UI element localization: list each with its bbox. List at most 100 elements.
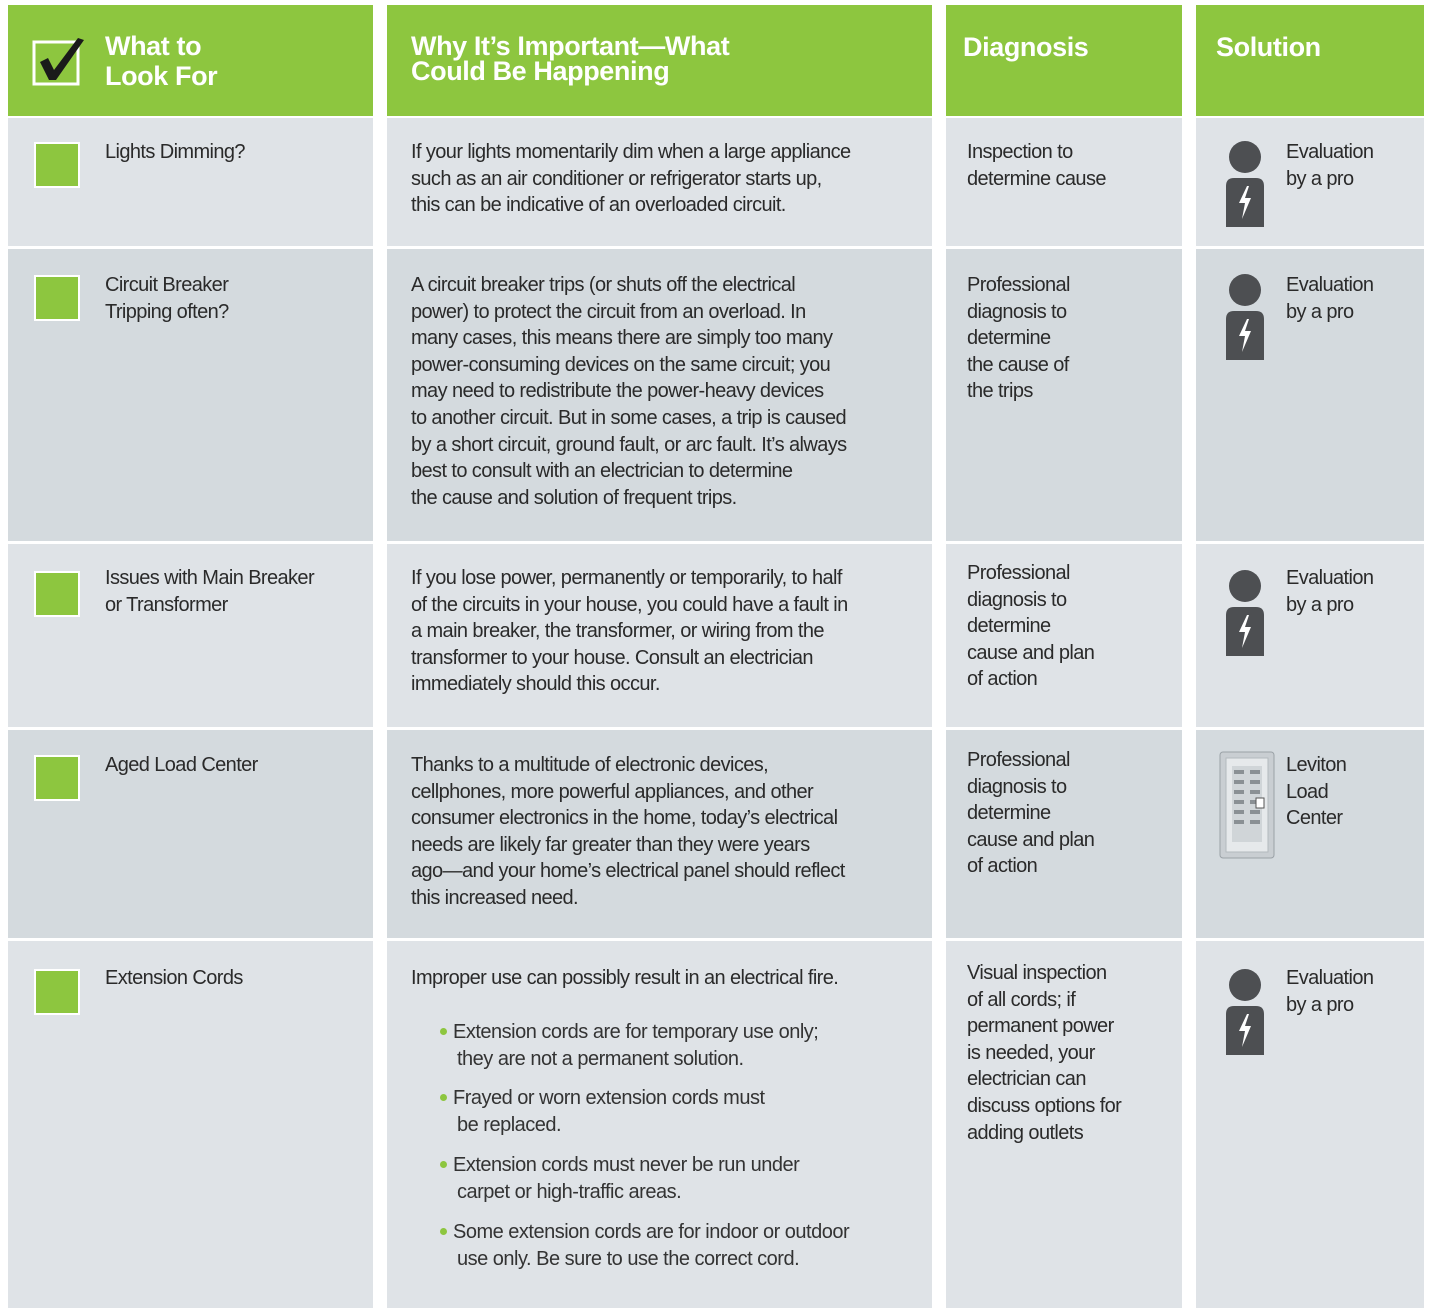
text-line: cause and plan (967, 641, 1095, 664)
text-line: Center (1286, 807, 1343, 830)
text-line: Extension cords must never be run under (440, 1152, 800, 1179)
text-line: a main breaker, the transformer, or wiri… (411, 620, 825, 643)
text-line: Professional (967, 274, 1070, 296)
text-line: electrician can (967, 1068, 1086, 1091)
table-cell (387, 118, 932, 246)
header-text: Diagnosis (963, 32, 1089, 62)
text-line: needs are likely far greater than they w… (411, 833, 810, 856)
text-line: by a pro (1286, 167, 1354, 190)
text-line: of action (967, 855, 1038, 878)
text-line: consumer electronics in the home, today’… (411, 807, 838, 830)
text-line: may need to redistribute the power-heavy… (411, 380, 824, 403)
text-line: be replaced. (457, 1113, 562, 1136)
text-line: Load (1286, 780, 1329, 803)
text-line: or Transformer (105, 593, 228, 616)
look-for: Circuit Breaker Tripping often? (105, 272, 229, 325)
header-text: Solution (1216, 32, 1321, 62)
look-for: Aged Load Center (105, 752, 258, 779)
text-line: Aged Load Center (105, 754, 258, 776)
text-line: this increased need. (411, 886, 579, 909)
why-text: Improper use can possibly result in an e… (411, 965, 839, 992)
text-line: determine cause (967, 167, 1106, 190)
why-text: A circuit breaker trips (or shuts off th… (411, 272, 847, 511)
why-text: If your lights momentarily dim when a la… (411, 139, 851, 219)
text-line: of all cords; if (967, 988, 1076, 1011)
text-line: Why It’s Important—What (411, 31, 730, 61)
look-for: Lights Dimming? (105, 139, 246, 166)
table-cell (387, 249, 932, 541)
table-cell (946, 730, 1182, 938)
text-line: Evaluation (1286, 567, 1374, 589)
text-line: diagnosis to (967, 588, 1067, 611)
text-line: of the circuits in your house, you could… (411, 593, 848, 616)
text-line: the cause and solution of frequent trips… (411, 486, 737, 509)
text-line: of action (967, 668, 1038, 691)
text-line: Could Be Happening (411, 56, 670, 86)
text-line: Circuit Breaker (105, 274, 229, 296)
pro-icon (1226, 141, 1264, 227)
text-line: Professional (967, 749, 1070, 771)
text-line: Diagnosis (963, 32, 1089, 62)
text-line: by a pro (1286, 300, 1354, 323)
solution: Evaluation by a pro (1286, 965, 1374, 1018)
text-line: Leviton (1286, 754, 1347, 776)
text-line: Extension Cords (105, 967, 243, 989)
look-for: Extension Cords (105, 965, 243, 992)
text-line: is needed, your (967, 1041, 1095, 1064)
header-text: What to Look For (105, 31, 218, 91)
checkbox (34, 142, 80, 188)
text-line: cellphones, more powerful appliances, an… (411, 780, 814, 803)
pro-icon (1226, 570, 1264, 656)
text-line: by a pro (1286, 993, 1354, 1016)
text-line: Tripping often? (105, 300, 229, 323)
text-line: transformer to your house. Consult an el… (411, 646, 814, 669)
header-text: Why It’s Important—What Could Be Happenin… (411, 31, 730, 86)
text-line: the trips (967, 380, 1033, 403)
bullet: Some extension cords are for indoor or o… (440, 1219, 850, 1272)
text-line: What to (105, 31, 202, 61)
table-cell (946, 249, 1182, 541)
text-line: such as an air conditioner or refrigerat… (411, 167, 822, 190)
diagnosis: Professional diagnosis to determine cause a… (967, 560, 1095, 693)
header-cell (1196, 5, 1424, 116)
why-text: Thanks to a multitude of electronic devi… (411, 752, 845, 912)
text-line: Professional (967, 562, 1070, 584)
checkbox-icon (32, 38, 84, 86)
text-line: If your lights momentarily dim when a la… (411, 141, 851, 163)
text-line: A circuit breaker trips (or shuts off th… (411, 274, 796, 296)
text-line: Evaluation (1286, 967, 1374, 989)
text-line: Lights Dimming? (105, 141, 246, 163)
text-line: by a pro (1286, 593, 1354, 616)
diagnosis: Inspection to determine cause (967, 139, 1106, 192)
checkbox (34, 571, 80, 617)
text-line: diagnosis to (967, 775, 1067, 798)
text-line: Solution (1216, 32, 1321, 62)
bullet: Extension cords must never be run under c… (440, 1152, 800, 1205)
text-line: cause and plan (967, 828, 1095, 851)
text-line: immediately should this occur. (411, 673, 660, 696)
text-line: by a short circuit, ground fault, or arc… (411, 433, 847, 456)
text-line: Evaluation (1286, 141, 1374, 163)
text-line: to another circuit. But in some cases, a… (411, 406, 847, 429)
text-line: Issues with Main Breaker (105, 567, 315, 589)
table-cell (1196, 941, 1424, 1308)
text-line: Visual inspection (967, 962, 1107, 984)
header-cell (946, 5, 1182, 116)
table-cell (946, 544, 1182, 727)
text-line: Inspection to (967, 141, 1073, 163)
table-cell (387, 544, 932, 727)
text-line: determine (967, 615, 1051, 638)
load-center-image (1219, 751, 1275, 859)
pro-icon (1226, 969, 1264, 1055)
solution: Evaluation by a pro (1286, 565, 1374, 618)
text-line: power-consuming devices on the same circ… (411, 353, 831, 376)
text-line: adding outlets (967, 1121, 1084, 1144)
why-text: If you lose power, permanently or tempor… (411, 565, 848, 698)
text-line: use only. Be sure to use the correct cor… (457, 1247, 800, 1270)
text-line: power) to protect the circuit from an ov… (411, 300, 806, 323)
text-line: diagnosis to (967, 300, 1067, 323)
text-line: this can be indicative of an overloaded … (411, 194, 786, 217)
table-cell (946, 941, 1182, 1308)
solution: Evaluation by a pro (1286, 272, 1374, 325)
